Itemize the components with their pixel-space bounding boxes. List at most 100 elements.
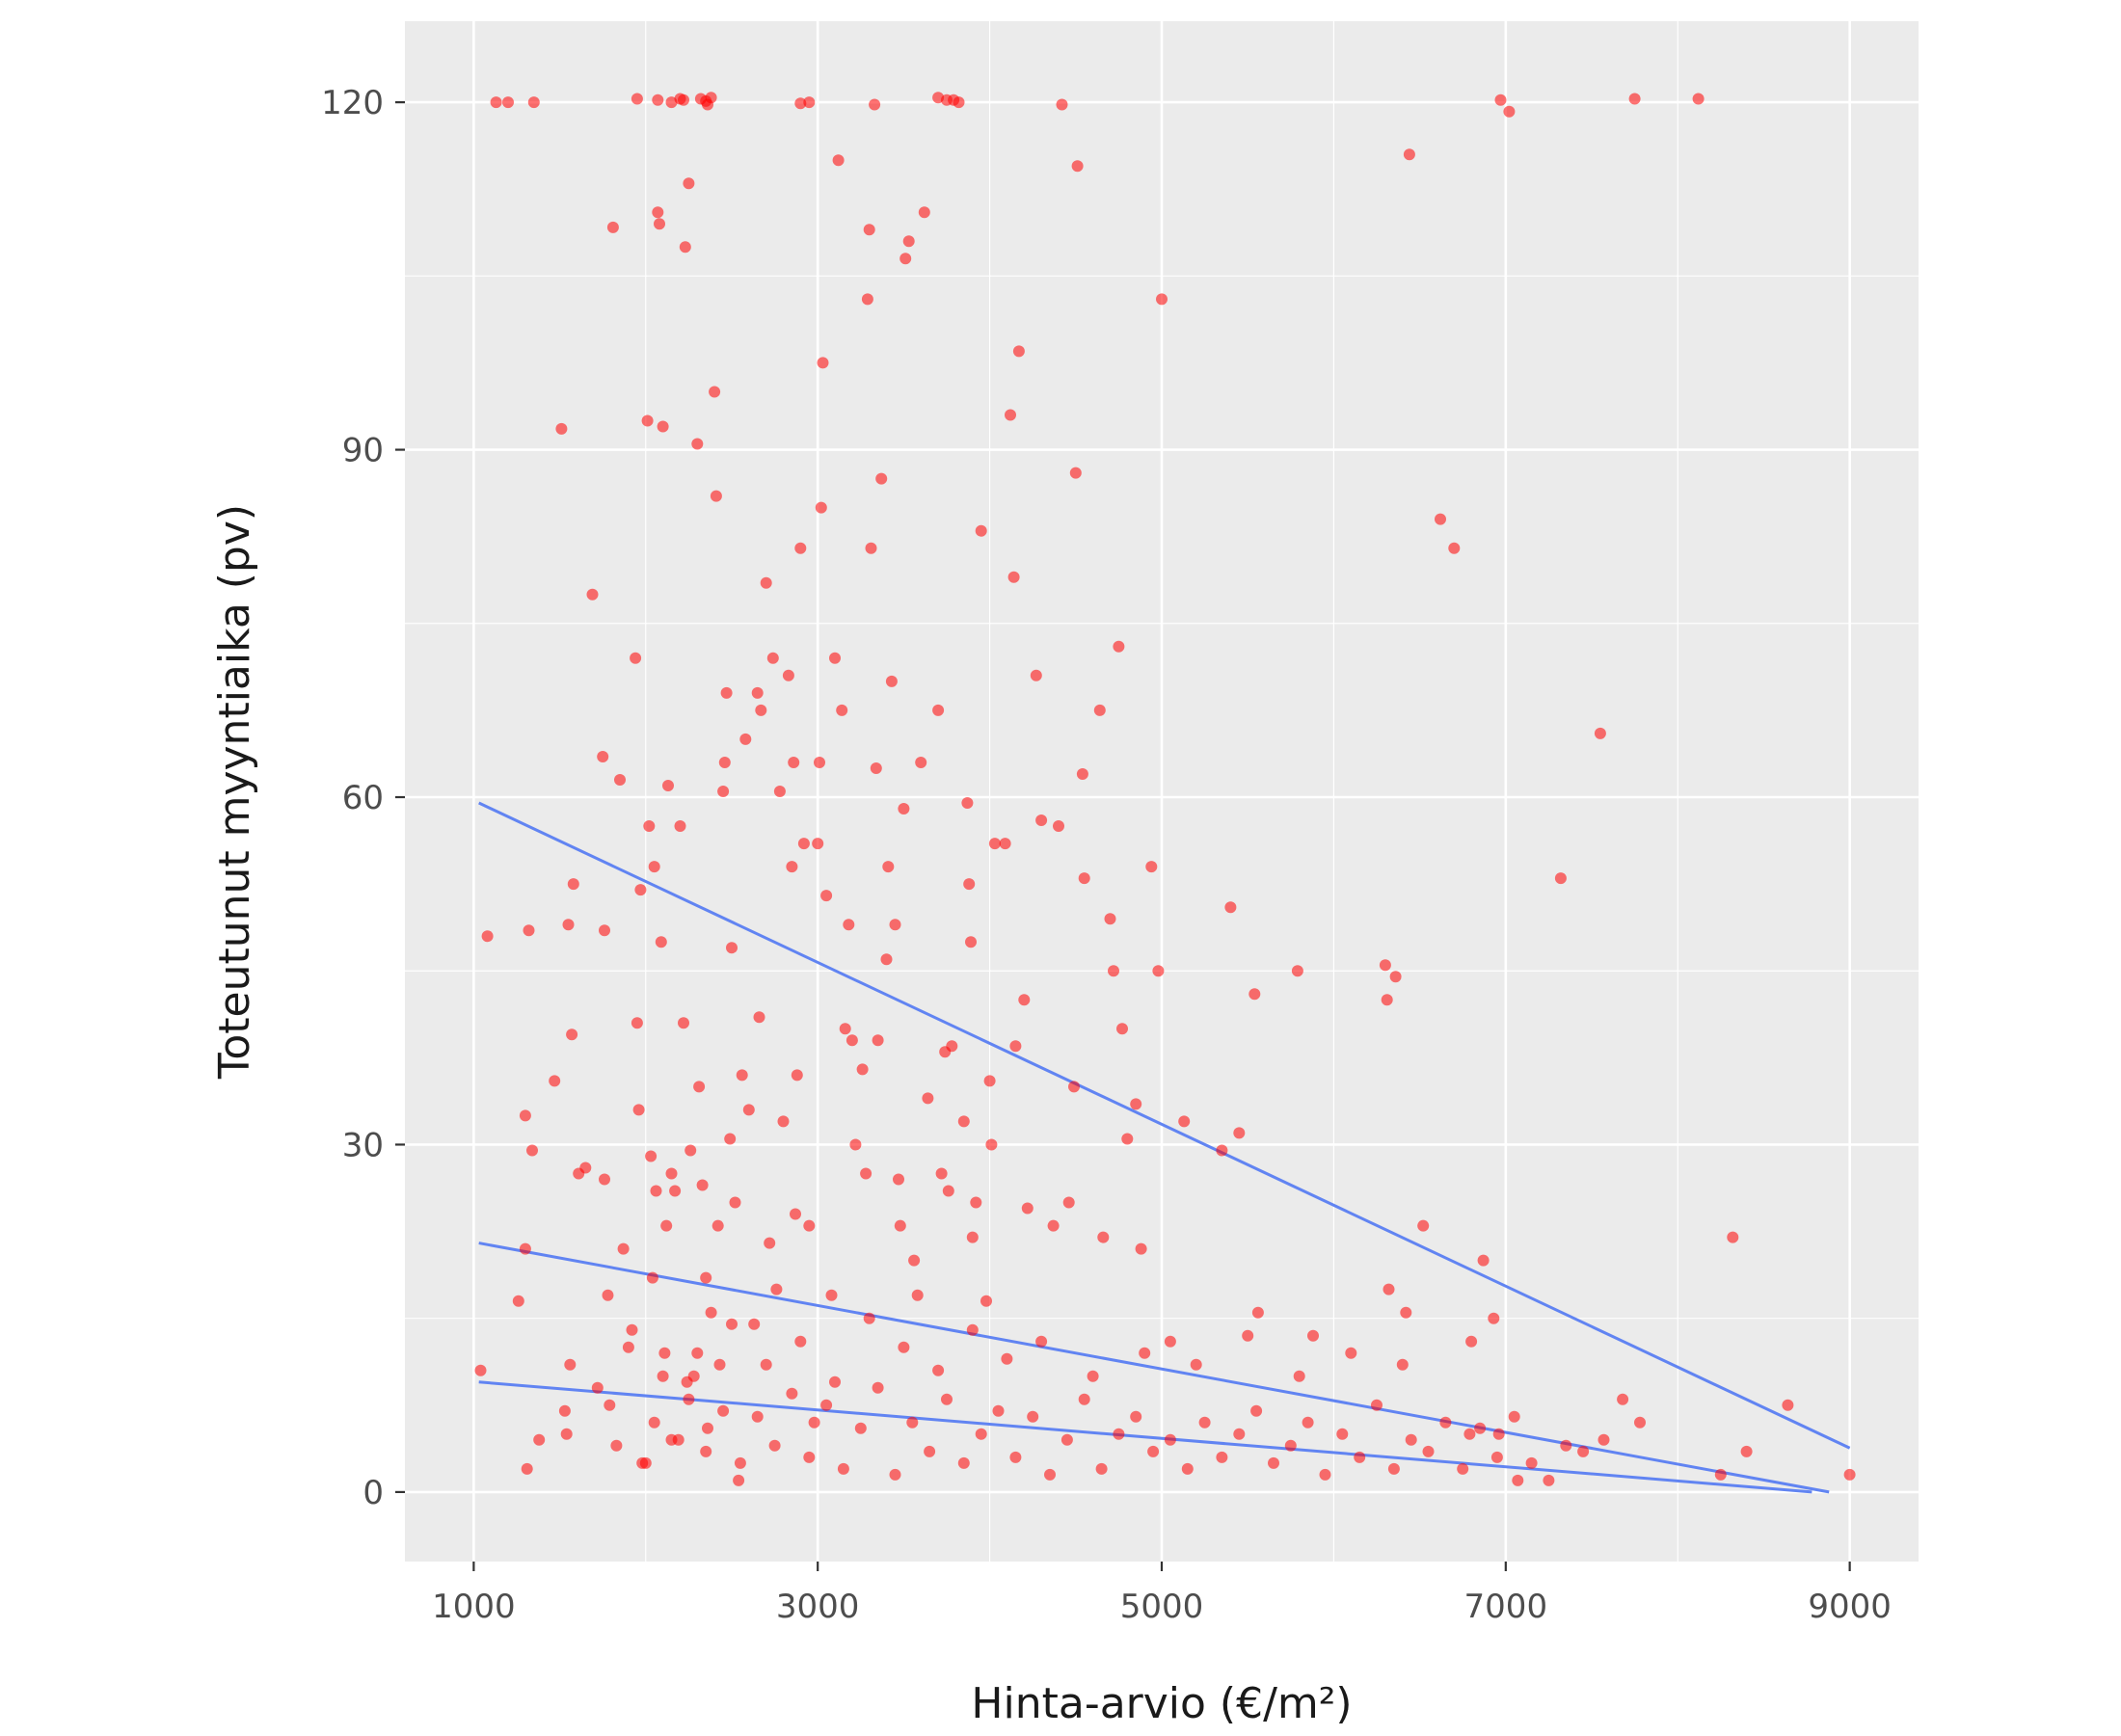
data-point: [1198, 1416, 1211, 1429]
data-point: [1087, 1370, 1099, 1382]
data-point: [1053, 820, 1064, 832]
data-point: [1005, 409, 1016, 421]
data-point: [1634, 1416, 1646, 1429]
data-point: [786, 861, 798, 873]
data-point: [1139, 1347, 1151, 1359]
data-point: [882, 861, 895, 873]
data-point: [1242, 1329, 1254, 1342]
data-point: [1291, 965, 1303, 977]
data-point: [849, 1138, 862, 1151]
data-point: [975, 1428, 987, 1440]
data-point: [1145, 861, 1158, 873]
data-point: [869, 98, 881, 111]
data-point: [736, 1069, 748, 1082]
data-point: [836, 704, 848, 716]
data-point: [961, 797, 974, 809]
data-point: [935, 1167, 948, 1180]
data-point: [992, 1404, 1005, 1417]
data-point: [562, 919, 575, 931]
data-point: [1405, 1433, 1417, 1446]
data-point: [1594, 727, 1606, 739]
data-point: [696, 1179, 709, 1191]
data-point: [1007, 571, 1020, 583]
data-point: [1503, 105, 1516, 118]
data-point: [815, 501, 827, 514]
data-point: [1494, 93, 1507, 106]
data-point: [1284, 1439, 1297, 1452]
data-point: [1457, 1462, 1469, 1475]
data-point: [566, 1028, 578, 1041]
data-point: [1448, 542, 1461, 554]
data-point: [941, 1393, 953, 1405]
data-point: [755, 704, 767, 716]
data-point: [814, 757, 825, 768]
data-point: [683, 1393, 695, 1405]
data-point: [1071, 160, 1084, 173]
data-point: [702, 98, 713, 111]
data-point: [560, 1428, 573, 1440]
data-point: [519, 1242, 531, 1255]
data-point: [957, 1456, 970, 1469]
data-point: [1233, 1127, 1246, 1139]
data-point: [1076, 768, 1088, 780]
data-point: [1009, 1040, 1022, 1053]
data-point: [533, 1433, 546, 1446]
data-point: [898, 803, 910, 815]
data-point: [768, 1439, 781, 1452]
data-point: [860, 1167, 873, 1180]
data-point: [894, 1219, 906, 1232]
data-point: [521, 1462, 533, 1475]
data-point: [523, 924, 535, 937]
data-point: [683, 177, 695, 190]
data-point: [713, 1358, 726, 1371]
y-axis: 0 30 60 90 120: [321, 84, 405, 1512]
data-point: [622, 1341, 634, 1353]
data-point: [678, 1017, 689, 1029]
data-point: [825, 1289, 838, 1301]
data-point: [773, 786, 786, 797]
data-point: [1078, 1393, 1090, 1405]
data-point: [652, 206, 664, 219]
data-point: [1307, 1329, 1319, 1342]
data-point: [1060, 1433, 1073, 1446]
data-point: [770, 1283, 783, 1295]
data-point: [558, 1404, 571, 1417]
data-point: [655, 936, 667, 948]
data-point: [1251, 1306, 1264, 1319]
data-point: [586, 588, 599, 601]
data-point: [872, 1381, 884, 1394]
data-point: [1435, 513, 1446, 525]
data-point: [604, 1399, 616, 1411]
data-point: [1465, 1335, 1478, 1348]
data-point: [875, 472, 888, 485]
data-point: [490, 96, 502, 109]
data-point: [760, 1358, 772, 1371]
data-point: [526, 1144, 538, 1157]
data-point: [988, 838, 1001, 850]
data-point: [880, 953, 893, 966]
data-point: [980, 1295, 992, 1307]
data-point: [839, 1023, 851, 1035]
data-point: [1383, 1283, 1395, 1295]
data-point: [1525, 1456, 1538, 1469]
y-tick-label: 90: [342, 432, 384, 470]
data-point: [634, 884, 647, 896]
y-tick-label: 60: [342, 779, 384, 817]
data-point: [657, 1370, 669, 1382]
data-point: [599, 924, 610, 937]
data-point: [665, 1167, 678, 1180]
data-point: [790, 1208, 801, 1220]
data-point: [791, 1069, 803, 1082]
data-point: [674, 820, 686, 832]
data-point: [1044, 1468, 1056, 1481]
data-point: [1319, 1468, 1331, 1481]
data-point: [709, 386, 721, 398]
data-point: [1477, 1254, 1490, 1267]
data-point: [1113, 640, 1125, 653]
data-point: [693, 1081, 706, 1093]
data-point: [1027, 1410, 1039, 1423]
data-point: [1474, 1422, 1487, 1434]
data-point: [1056, 98, 1068, 111]
y-tick-label: 0: [362, 1474, 384, 1512]
